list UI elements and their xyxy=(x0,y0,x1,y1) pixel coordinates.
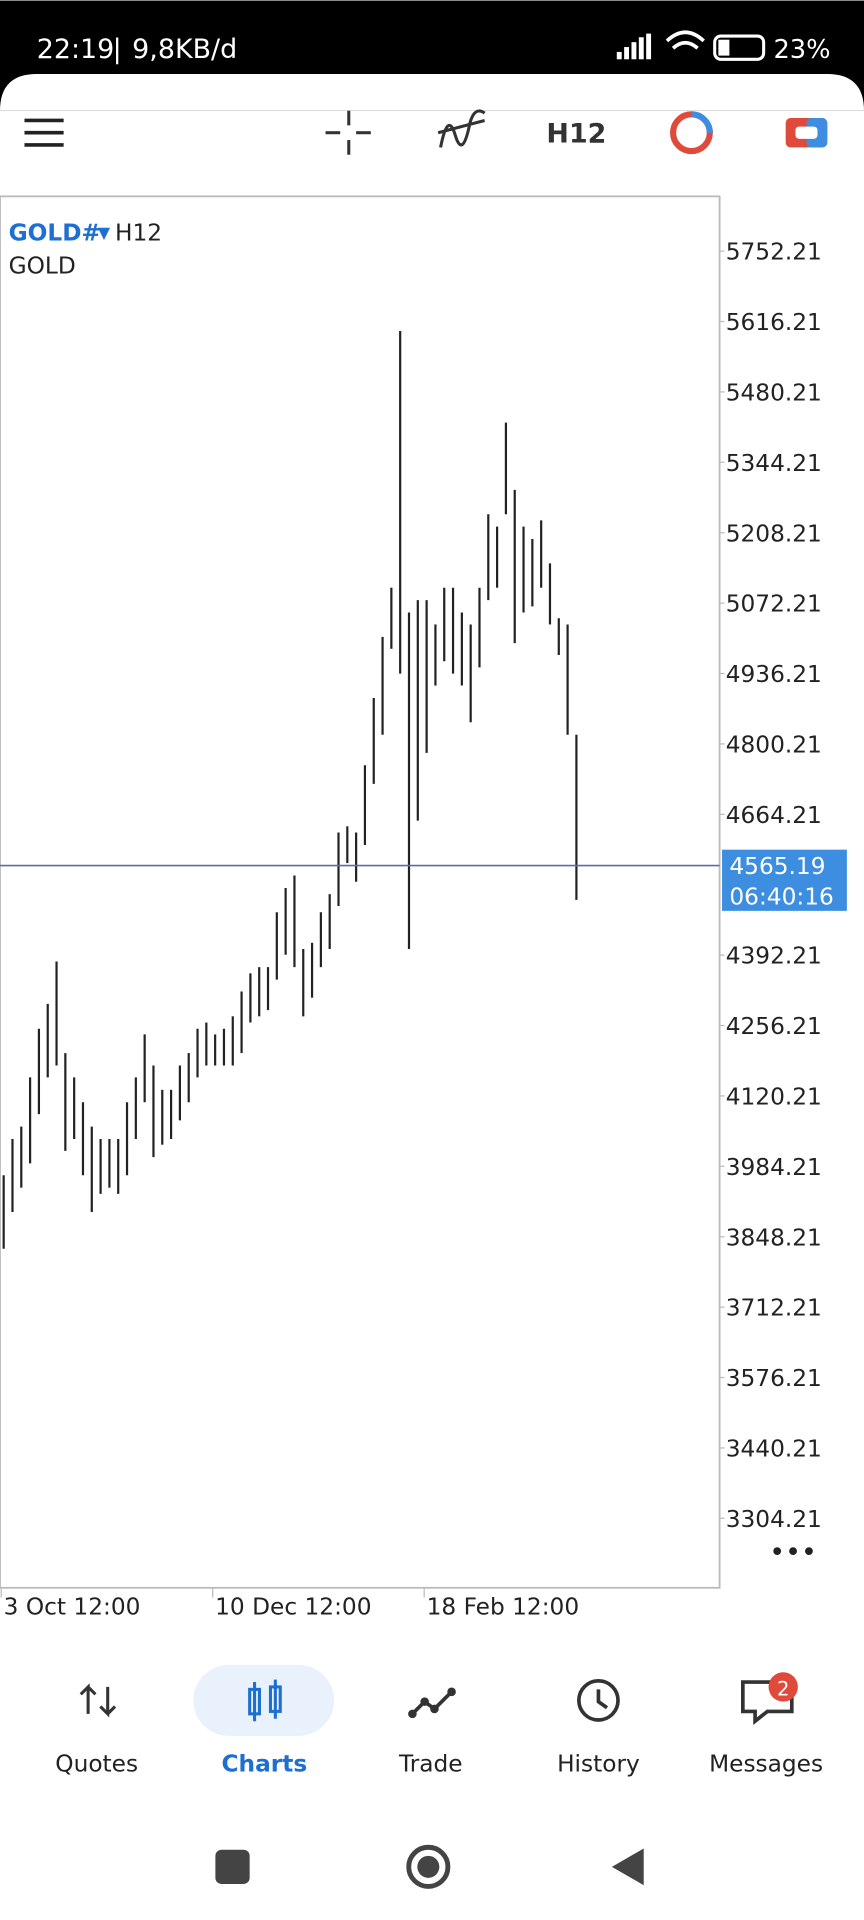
nav-charts[interactable]: Charts xyxy=(221,1750,307,1777)
y-tick-label: 4256.21 xyxy=(726,1013,822,1040)
y-tick-label: 5208.21 xyxy=(726,520,822,547)
status-time: 22:19 xyxy=(37,34,115,65)
y-tick-label: 3440.21 xyxy=(726,1435,822,1462)
nav-history[interactable]: History xyxy=(557,1750,640,1777)
messages-badge xyxy=(768,1672,798,1702)
timeframe-button[interactable]: H12 xyxy=(546,119,606,150)
icon-part xyxy=(596,1689,609,1710)
status-sep: | xyxy=(113,34,122,65)
nav-quotes[interactable]: Quotes xyxy=(55,1750,138,1777)
nav-trade[interactable]: Trade xyxy=(398,1750,463,1777)
indicators-button[interactable] xyxy=(437,109,486,148)
y-tick-label: 5072.21 xyxy=(726,591,822,618)
bar-countdown: 06:40:16 xyxy=(729,884,833,911)
chart-timeframe: H12 xyxy=(115,219,162,246)
y-tick-label: 4120.21 xyxy=(726,1083,822,1110)
quotes-icon[interactable] xyxy=(79,1683,117,1718)
current-price-label: 4565.19 xyxy=(729,853,825,880)
back-button[interactable] xyxy=(611,1848,644,1886)
icon-part xyxy=(691,111,713,133)
bottom-nav xyxy=(0,1640,864,1812)
y-tick-label: 3304.21 xyxy=(726,1506,822,1533)
status-battery: 23% xyxy=(773,35,830,65)
plot: 5752.21 5616.21 5480.21 5344.21 5208.21 5072.… xyxy=(0,239,847,1621)
history-icon[interactable] xyxy=(577,1678,620,1722)
y-tick-label: 3576.21 xyxy=(726,1365,822,1392)
x-tick-label: 18 Feb 12:00 xyxy=(427,1594,580,1621)
x-tick-label: 10 Dec 12:00 xyxy=(215,1594,371,1621)
more-button[interactable]: ••• xyxy=(769,1537,817,1568)
recent-apps-button[interactable] xyxy=(215,1849,250,1884)
signal-icon xyxy=(616,33,652,60)
icon-part xyxy=(795,126,818,139)
home-button[interactable] xyxy=(406,1844,451,1889)
charts-icon[interactable] xyxy=(248,1679,282,1722)
header-bg xyxy=(0,73,864,111)
icon-part xyxy=(417,1855,440,1878)
chart-description: GOLD xyxy=(9,252,76,279)
status-network: 9,8KB/d xyxy=(132,34,237,65)
chart-frame xyxy=(0,195,721,1589)
y-tick-label: 4936.21 xyxy=(726,661,822,688)
y-tick-label: 3984.21 xyxy=(726,1154,822,1181)
symbol-dropdown[interactable]: ▼ xyxy=(98,223,111,242)
trade-icon[interactable] xyxy=(411,1690,453,1716)
y-tick-label: 3848.21 xyxy=(726,1224,822,1251)
battery-level xyxy=(718,39,730,56)
current-price-box xyxy=(722,849,847,911)
y-tick-label: 5344.21 xyxy=(726,450,822,477)
menu-button[interactable] xyxy=(24,118,64,147)
active-tab-bg xyxy=(193,1664,335,1736)
crosshair-button[interactable] xyxy=(325,110,371,155)
y-tick-label: 5616.21 xyxy=(726,309,822,336)
nav-messages[interactable]: Messages xyxy=(709,1750,823,1777)
x-tick-label: 3 Oct 12:00 xyxy=(4,1594,141,1621)
badge-count: 2 xyxy=(777,1678,789,1701)
y-tick-label: 5752.21 xyxy=(726,239,822,266)
wifi-icon xyxy=(665,30,705,50)
y-tick-label: 4800.21 xyxy=(726,731,822,758)
trade-dots xyxy=(408,1687,456,1719)
y-tick-label: 3712.21 xyxy=(726,1295,822,1322)
battery-icon xyxy=(713,34,766,61)
y-tick-label: 5480.21 xyxy=(726,379,822,406)
y-tick-label: 4664.21 xyxy=(726,802,822,829)
y-tick-label: 4392.21 xyxy=(726,943,822,970)
chart-symbol[interactable]: GOLD# xyxy=(9,219,101,246)
